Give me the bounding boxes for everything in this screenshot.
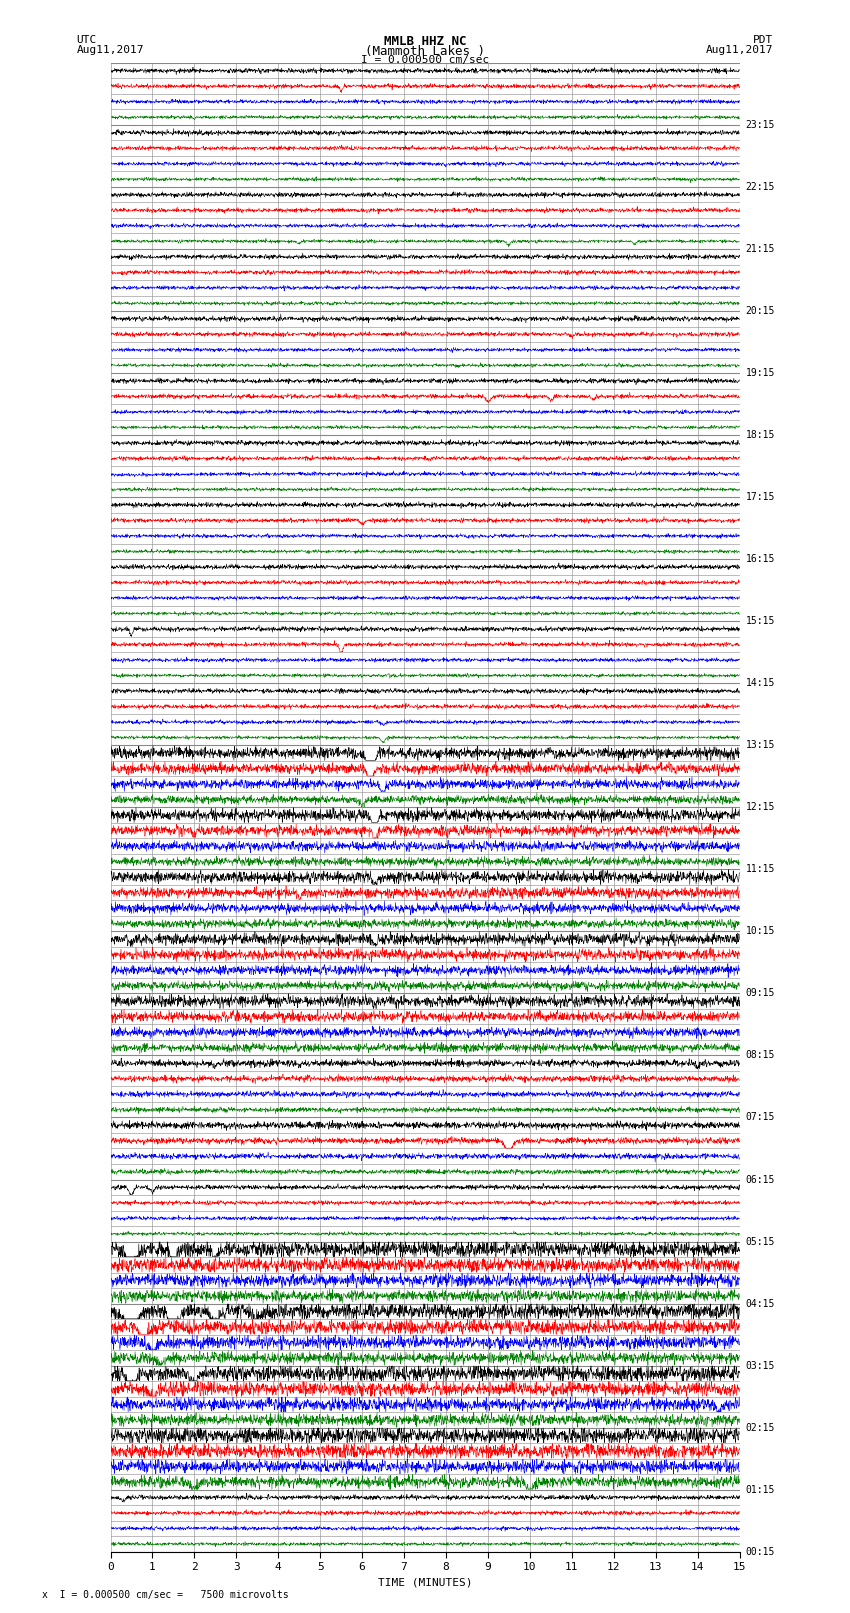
Text: 01:15: 01:15 — [745, 1484, 775, 1495]
Text: 08:15: 08:15 — [745, 1050, 775, 1060]
Text: (Mammoth Lakes ): (Mammoth Lakes ) — [365, 45, 485, 58]
Text: 04:15: 04:15 — [745, 1298, 775, 1308]
Text: 05:15: 05:15 — [745, 1237, 775, 1247]
Text: 18:15: 18:15 — [745, 431, 775, 440]
Text: 10:15: 10:15 — [745, 926, 775, 937]
Text: 15:15: 15:15 — [745, 616, 775, 626]
X-axis label: TIME (MINUTES): TIME (MINUTES) — [377, 1578, 473, 1587]
Text: Aug11,2017: Aug11,2017 — [76, 45, 144, 55]
Text: 13:15: 13:15 — [745, 740, 775, 750]
Text: 09:15: 09:15 — [745, 989, 775, 998]
Text: I = 0.000500 cm/sec: I = 0.000500 cm/sec — [361, 55, 489, 65]
Text: x  I = 0.000500 cm/sec =   7500 microvolts: x I = 0.000500 cm/sec = 7500 microvolts — [42, 1590, 289, 1600]
Text: 19:15: 19:15 — [745, 368, 775, 377]
Text: 17:15: 17:15 — [745, 492, 775, 502]
Text: 23:15: 23:15 — [745, 119, 775, 131]
Text: 22:15: 22:15 — [745, 182, 775, 192]
Text: 07:15: 07:15 — [745, 1113, 775, 1123]
Text: 03:15: 03:15 — [745, 1361, 775, 1371]
Text: MMLB HHZ NC: MMLB HHZ NC — [383, 35, 467, 48]
Text: 11:15: 11:15 — [745, 865, 775, 874]
Text: 12:15: 12:15 — [745, 802, 775, 813]
Text: 20:15: 20:15 — [745, 306, 775, 316]
Text: 16:15: 16:15 — [745, 555, 775, 565]
Text: 02:15: 02:15 — [745, 1423, 775, 1432]
Text: 14:15: 14:15 — [745, 677, 775, 689]
Text: 06:15: 06:15 — [745, 1174, 775, 1184]
Text: PDT: PDT — [753, 35, 774, 45]
Text: UTC: UTC — [76, 35, 97, 45]
Text: 00:15: 00:15 — [745, 1547, 775, 1557]
Text: 21:15: 21:15 — [745, 244, 775, 253]
Text: Aug11,2017: Aug11,2017 — [706, 45, 774, 55]
